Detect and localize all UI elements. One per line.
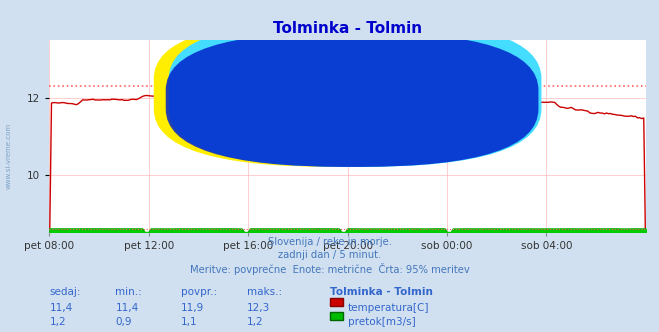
Text: 11,4: 11,4 xyxy=(49,303,72,313)
Text: min.:: min.: xyxy=(115,287,142,297)
Text: 11,4: 11,4 xyxy=(115,303,138,313)
Text: 1,2: 1,2 xyxy=(49,317,66,327)
Text: pretok[m3/s]: pretok[m3/s] xyxy=(348,317,416,327)
Text: Tolminka - Tolmin: Tolminka - Tolmin xyxy=(330,287,432,297)
Text: www.si-vreme.com: www.si-vreme.com xyxy=(5,123,12,189)
Text: temperatura[C]: temperatura[C] xyxy=(348,303,430,313)
Text: povpr.:: povpr.: xyxy=(181,287,217,297)
Text: www.si-vreme.com: www.si-vreme.com xyxy=(185,125,511,154)
Text: zadnji dan / 5 minut.: zadnji dan / 5 minut. xyxy=(278,250,381,260)
Title: Tolminka - Tolmin: Tolminka - Tolmin xyxy=(273,21,422,36)
Text: sedaj:: sedaj: xyxy=(49,287,81,297)
FancyBboxPatch shape xyxy=(169,21,542,167)
Text: maks.:: maks.: xyxy=(247,287,282,297)
Text: 1,1: 1,1 xyxy=(181,317,198,327)
FancyBboxPatch shape xyxy=(165,32,538,167)
Text: 1,2: 1,2 xyxy=(247,317,264,327)
Text: 11,9: 11,9 xyxy=(181,303,204,313)
Text: 12,3: 12,3 xyxy=(247,303,270,313)
Text: Meritve: povprečne  Enote: metrične  Črta: 95% meritev: Meritve: povprečne Enote: metrične Črta:… xyxy=(190,263,469,275)
FancyBboxPatch shape xyxy=(154,21,527,167)
Text: Slovenija / reke in morje.: Slovenija / reke in morje. xyxy=(268,237,391,247)
Text: 0,9: 0,9 xyxy=(115,317,132,327)
